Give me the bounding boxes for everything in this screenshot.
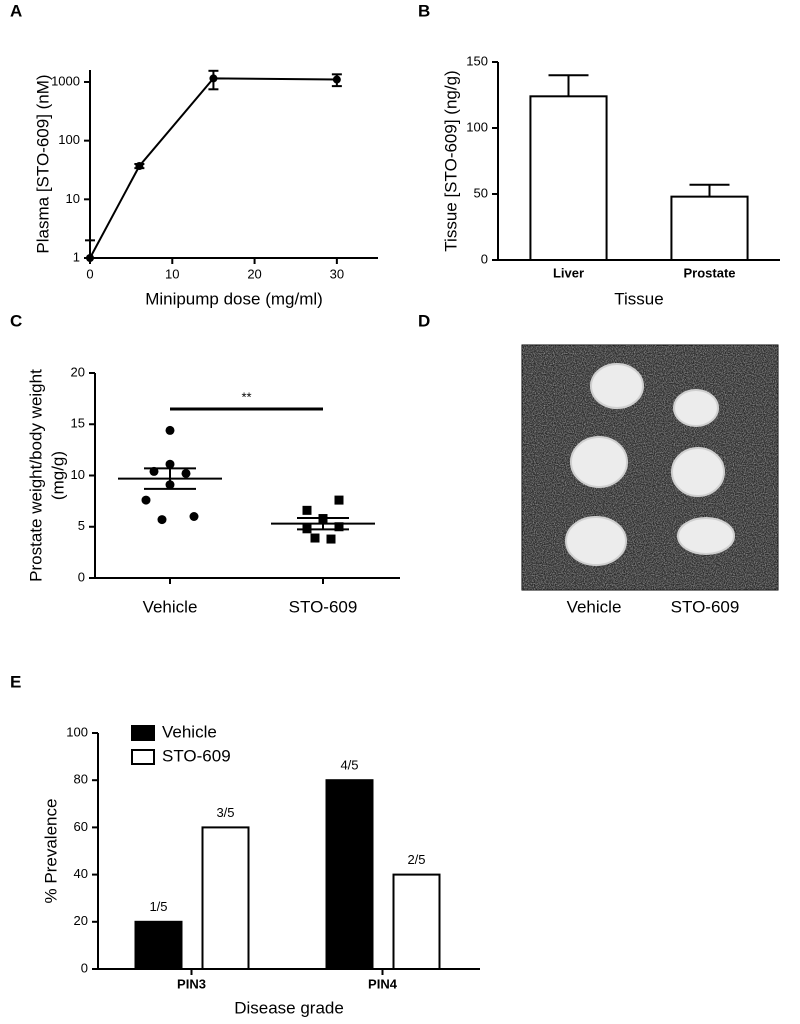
y-tick-label: 100 xyxy=(66,724,88,739)
y-tick-label: 100 xyxy=(466,119,488,134)
bar xyxy=(392,873,441,970)
x-tick-label: PIN4 xyxy=(368,976,398,991)
y-tick-label: 80 xyxy=(74,772,88,787)
x-tick-label: 0 xyxy=(86,266,93,281)
image-label: Vehicle xyxy=(567,597,622,616)
y-tick-label: 1000 xyxy=(51,73,80,88)
y-tick-label: 0 xyxy=(78,569,85,584)
bar xyxy=(529,95,608,261)
data-point xyxy=(332,75,341,84)
panel-label: D xyxy=(418,311,430,330)
x-axis-label: Disease grade xyxy=(234,998,344,1017)
data-point xyxy=(334,495,344,505)
value-label: 4/5 xyxy=(340,758,358,773)
sem-bar xyxy=(144,467,196,490)
y-tick-label: 10 xyxy=(71,467,85,482)
prostate-tissue xyxy=(671,447,725,497)
y-tick-label: 50 xyxy=(474,185,488,200)
y-tick-label: 20 xyxy=(71,364,85,379)
data-point xyxy=(302,505,312,515)
y-tick-label: 40 xyxy=(74,866,88,881)
y-tick-label: 10 xyxy=(66,191,80,206)
prostate-tissue xyxy=(673,389,719,427)
y-tick-label: 100 xyxy=(58,132,80,147)
panel-label: A xyxy=(10,1,22,20)
y-axis-label: Plasma [STO-609] (nM) xyxy=(33,74,52,253)
x-tick-label: 10 xyxy=(165,266,179,281)
legend-label: Vehicle xyxy=(162,722,217,741)
x-tick-label: STO-609 xyxy=(289,597,358,616)
data-point xyxy=(326,534,336,544)
legend-swatch xyxy=(131,725,155,741)
prostate-tissue xyxy=(590,363,644,409)
data-point xyxy=(181,468,191,478)
y-tick-label: 20 xyxy=(74,913,88,928)
data-point xyxy=(135,161,144,170)
panel-label: C xyxy=(10,311,22,330)
x-tick-label: Prostate xyxy=(683,265,735,280)
bar xyxy=(670,195,749,261)
y-tick-label: 5 xyxy=(78,518,85,533)
prostate-tissue xyxy=(570,436,628,488)
value-label: 1/5 xyxy=(149,899,167,914)
x-tick-label: PIN3 xyxy=(177,976,206,991)
data-point xyxy=(189,512,199,521)
error-bar xyxy=(548,74,589,97)
x-tick-label: Liver xyxy=(553,265,584,280)
y-tick-label: 150 xyxy=(466,53,488,68)
x-axis-label: Minipump dose (mg/ml) xyxy=(145,289,323,308)
bar xyxy=(325,779,374,971)
value-label: 3/5 xyxy=(216,805,234,820)
y-tick-label: 0 xyxy=(81,960,88,975)
data-point xyxy=(165,425,175,435)
x-axis-label: Tissue xyxy=(614,289,663,308)
y-axis-label: % Prevalence xyxy=(41,799,60,904)
image-label: STO-609 xyxy=(671,597,740,616)
significance-label: ** xyxy=(241,389,251,404)
data-point xyxy=(86,254,94,262)
legend-label: STO-609 xyxy=(162,746,231,765)
data-point xyxy=(334,522,344,532)
data-point xyxy=(165,459,175,469)
y-tick-label: 60 xyxy=(74,819,88,834)
data-point xyxy=(157,515,167,525)
x-tick-label: Vehicle xyxy=(143,597,198,616)
panel-label: E xyxy=(10,672,21,691)
y-axis-label: Tissue [STO-609] (ng/g) xyxy=(441,70,460,251)
panel-label: B xyxy=(418,1,430,20)
legend-swatch xyxy=(131,749,155,765)
error-bar xyxy=(689,183,730,197)
sem-bar xyxy=(297,517,349,531)
data-point xyxy=(209,74,218,83)
data-line xyxy=(89,77,337,259)
photo-grain xyxy=(522,345,778,590)
y-axis-label: (mg/g) xyxy=(48,451,67,500)
data-point xyxy=(310,533,320,543)
value-label: 2/5 xyxy=(407,852,425,867)
prostate-tissue xyxy=(677,517,735,555)
x-tick-label: 20 xyxy=(247,266,261,281)
prostate-tissue xyxy=(565,516,627,566)
y-axis-label: Prostate weight/body weight xyxy=(26,369,45,582)
bar xyxy=(201,826,250,971)
y-tick-label: 0 xyxy=(481,251,488,266)
data-point xyxy=(141,495,151,505)
x-tick-label: 30 xyxy=(330,266,344,281)
y-tick-label: 15 xyxy=(71,416,85,431)
y-tick-label: 1 xyxy=(73,249,80,264)
bar xyxy=(134,920,183,970)
